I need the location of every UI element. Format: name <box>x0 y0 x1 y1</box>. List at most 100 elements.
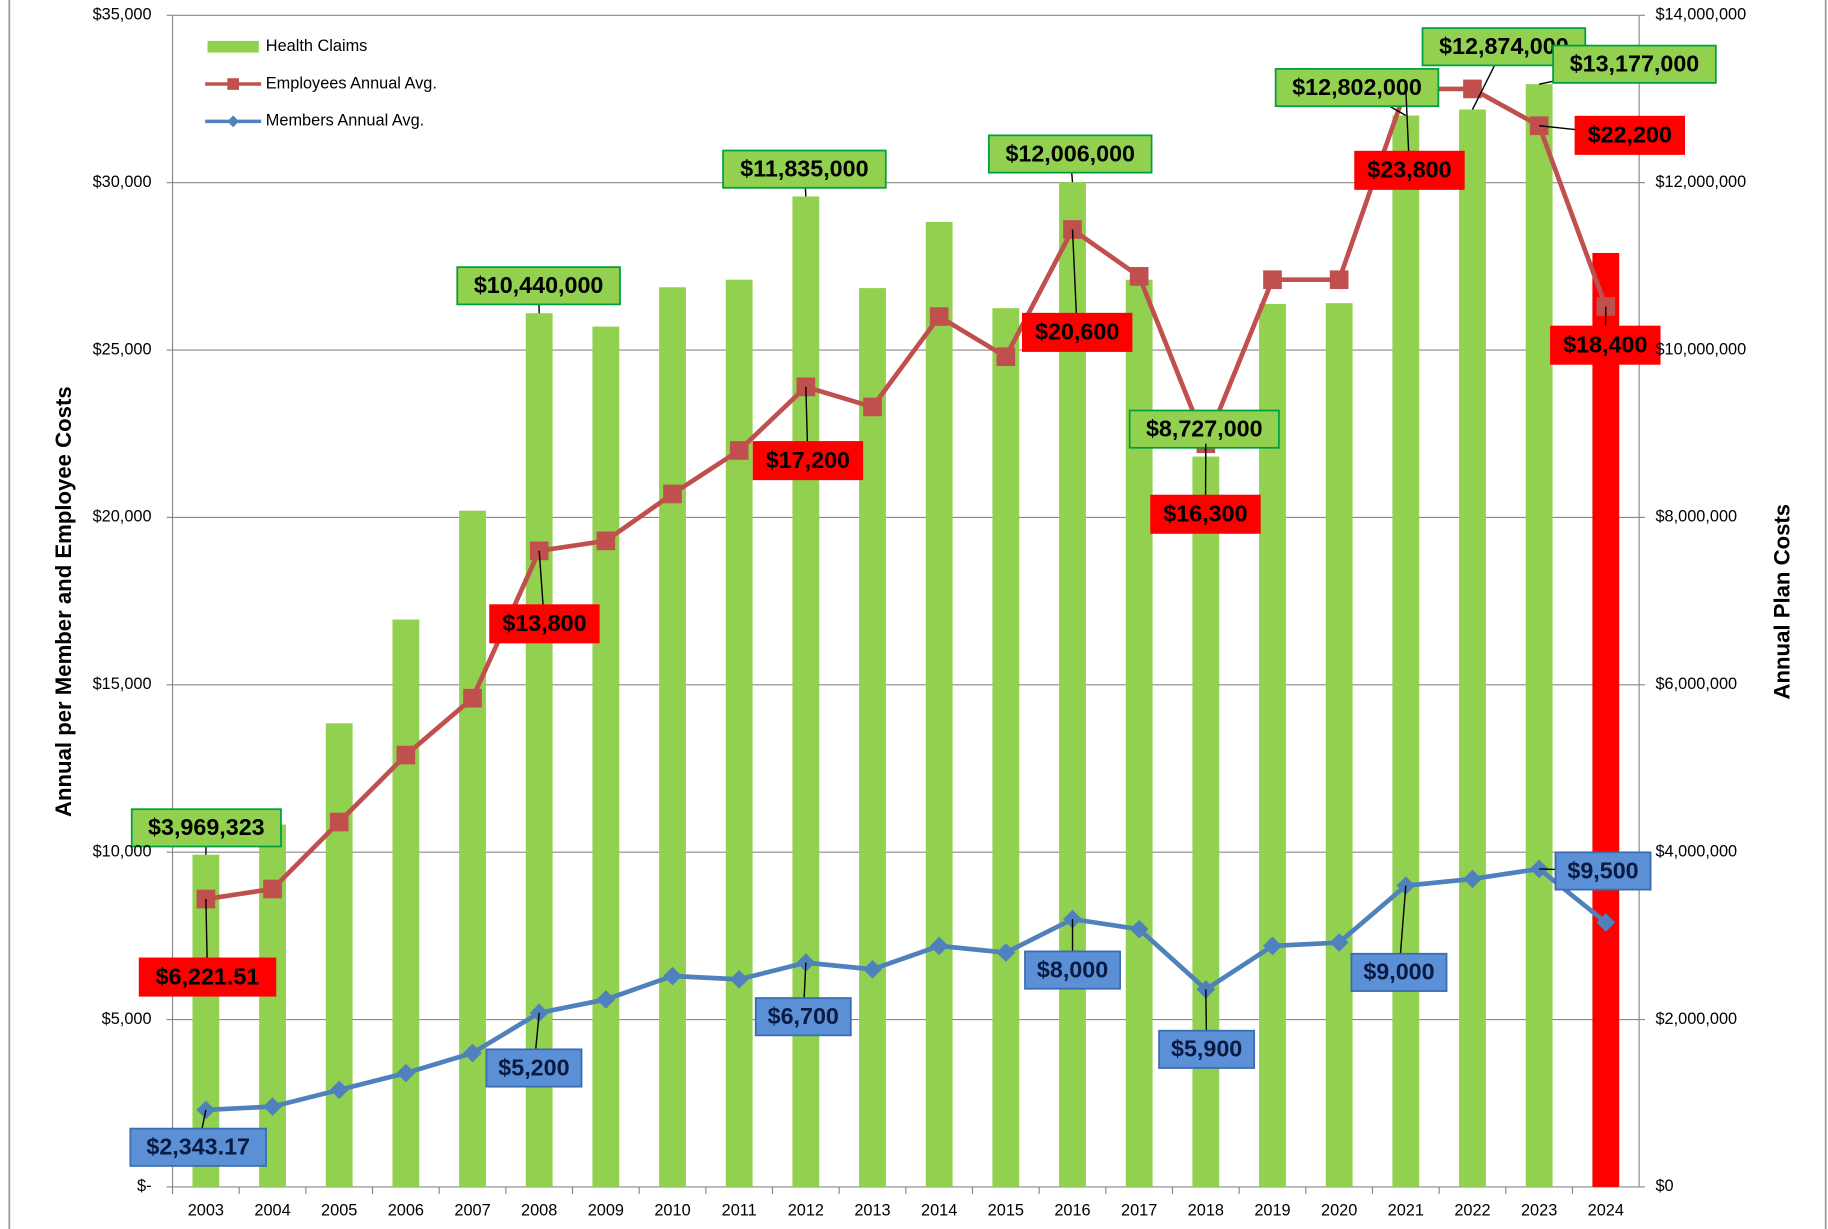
bar <box>725 279 753 1187</box>
y-tick-label: $35,000 <box>93 6 152 24</box>
y2-tick-label: $2,000,000 <box>1655 1010 1737 1028</box>
annotation: $13,177,000 <box>1570 51 1700 77</box>
x-tick-label: 2003 <box>188 1202 224 1220</box>
annotation-box <box>987 134 1153 174</box>
annotation: $6,221.51 <box>156 963 260 989</box>
x-tick-label: 2020 <box>1321 1202 1357 1220</box>
x-tick-label: 2024 <box>1588 1202 1624 1220</box>
x-tick-label: 2013 <box>854 1202 890 1220</box>
lines <box>196 79 1616 1120</box>
bar <box>792 196 820 1187</box>
legend-label: Employees Annual Avg. <box>266 74 437 92</box>
annotation-box <box>130 808 282 848</box>
annotation: $9,000 <box>1363 959 1434 985</box>
marker <box>463 688 482 708</box>
x-tick-label: 2022 <box>1454 1202 1490 1220</box>
y2-tick-label: $4,000,000 <box>1655 842 1737 860</box>
bar <box>592 326 620 1187</box>
y2-tick-label: $8,000,000 <box>1655 508 1737 526</box>
bar <box>525 313 553 1187</box>
x-tick-label: 2011 <box>722 1202 757 1220</box>
x-tick-label: 2007 <box>454 1202 490 1220</box>
annotation-box <box>1574 115 1686 155</box>
annotation-box <box>129 1127 267 1167</box>
x-tick-label: 2004 <box>254 1202 290 1220</box>
marker <box>596 531 616 551</box>
marker <box>329 1080 349 1100</box>
annotation: $22,200 <box>1588 122 1672 148</box>
annotation-box <box>1350 952 1448 992</box>
x-tick-label: 2014 <box>921 1202 957 1220</box>
legend-marker <box>227 78 239 90</box>
annotation: $12,006,000 <box>1005 140 1135 166</box>
y-tick-label: $5,000 <box>102 1010 152 1028</box>
annotation: $10,440,000 <box>474 272 604 298</box>
y-tick-label: $10,000 <box>93 842 152 860</box>
annotation-box <box>485 1048 583 1088</box>
annotation-box <box>1128 409 1280 449</box>
annotation: $23,800 <box>1367 157 1451 183</box>
y2-tick-label: $12,000,000 <box>1655 173 1746 191</box>
y-axis-title: Annual per Member and Employee Costs <box>51 386 76 817</box>
marker <box>1329 933 1349 952</box>
annotation-box <box>1022 312 1133 352</box>
y-tick-label: $15,000 <box>93 675 152 693</box>
marker <box>529 541 549 561</box>
marker <box>663 484 682 504</box>
y2-tick-label: $6,000,000 <box>1655 675 1737 693</box>
marker <box>396 1063 416 1083</box>
marker <box>396 745 416 765</box>
y2-tick-label: $10,000,000 <box>1655 340 1746 358</box>
marker <box>863 397 882 417</box>
annotation: $3,969,323 <box>148 814 265 840</box>
bar <box>925 221 953 1187</box>
marker <box>263 879 282 899</box>
x-tick-label: 2017 <box>1121 1202 1157 1220</box>
annotation-box <box>752 441 864 481</box>
x-tick-label: 2023 <box>1521 1202 1557 1220</box>
y2-tick-label: $14,000,000 <box>1655 6 1746 24</box>
marker <box>929 936 949 956</box>
annotation-box <box>1150 494 1261 534</box>
marker <box>1596 297 1616 316</box>
marker <box>329 812 349 832</box>
marker <box>463 1043 482 1063</box>
y-tick-label: $20,000 <box>93 508 152 526</box>
bar <box>325 723 353 1187</box>
annotation-box <box>1354 150 1465 190</box>
marker <box>863 959 882 979</box>
bar <box>1592 252 1620 1187</box>
marker <box>1596 913 1616 932</box>
bar <box>1392 115 1420 1187</box>
marker <box>796 377 816 397</box>
y-tick-label: $- <box>137 1177 152 1195</box>
annotation-box <box>1024 950 1121 990</box>
legend-swatch <box>207 40 259 53</box>
marker <box>996 943 1016 962</box>
annotation: $9,500 <box>1567 857 1638 883</box>
x-tick-label: 2012 <box>788 1202 824 1220</box>
legend-label: Members Annual Avg. <box>266 112 424 130</box>
x-tick-label: 2008 <box>521 1202 557 1220</box>
annotation-box <box>138 957 277 997</box>
bar <box>459 510 486 1187</box>
bars <box>192 84 1620 1187</box>
marker <box>663 966 682 986</box>
annotation-box <box>754 997 852 1037</box>
annotation-box <box>1554 851 1652 891</box>
annotation: $11,835,000 <box>740 155 868 181</box>
annotation: $16,300 <box>1163 501 1247 527</box>
marker <box>1329 270 1349 290</box>
annotation-box <box>722 149 887 189</box>
bar <box>392 619 420 1187</box>
annotation: $20,600 <box>1035 319 1119 345</box>
annotation: $17,200 <box>766 447 850 473</box>
y2-axis-title: Annual Plan Costs <box>1770 504 1795 700</box>
annotation: $8,727,000 <box>1146 415 1263 441</box>
marker <box>729 970 749 989</box>
frame <box>8 0 1827 1229</box>
legend-label: Health Claims <box>266 37 368 55</box>
annotation-box <box>1274 68 1440 108</box>
bar <box>992 308 1020 1187</box>
marker <box>1463 79 1482 99</box>
